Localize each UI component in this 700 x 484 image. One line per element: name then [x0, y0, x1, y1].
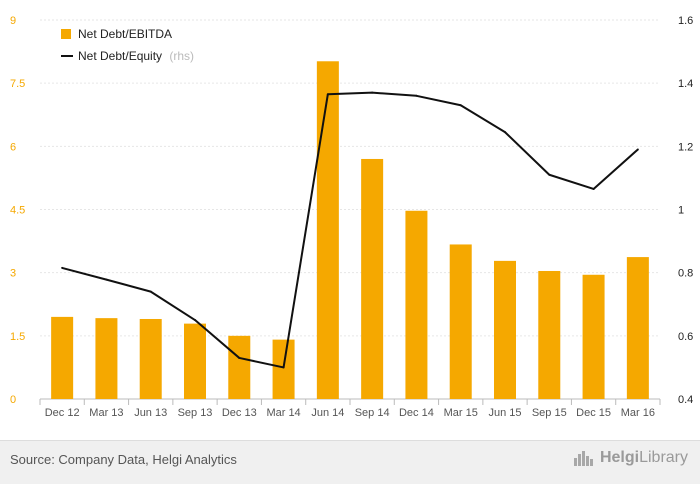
y-left-tick-label: 6 — [10, 141, 16, 153]
series-line-net-debt-equity — [61, 91, 639, 369]
y-right-tick-label: 0.8 — [678, 268, 693, 280]
bar — [626, 257, 649, 399]
line-point — [105, 278, 108, 281]
legend-label-net-debt-ebitda: Net Debt/EBITDA — [78, 27, 172, 41]
line-point — [415, 94, 418, 97]
x-tick-label: Dec 15 — [576, 407, 611, 419]
y-right-tick-label: 1.6 — [678, 15, 693, 27]
line-point — [61, 266, 64, 269]
x-tick-label: Sep 14 — [355, 407, 390, 419]
y-left-tick-label: 1.5 — [10, 331, 25, 343]
x-tick-label: Dec 14 — [399, 407, 434, 419]
legend-label-net-debt-equity: Net Debt/Equity (rhs) — [78, 49, 194, 63]
bar — [538, 270, 561, 399]
x-tick-label: Dec 13 — [222, 407, 257, 419]
x-tick-label: Sep 13 — [178, 407, 213, 419]
x-tick-label: Jun 14 — [311, 407, 344, 419]
line-point — [504, 131, 506, 134]
line-point — [194, 319, 196, 322]
line-point — [371, 91, 374, 94]
line-series — [61, 91, 639, 369]
y-right-tick-label: 0.6 — [678, 331, 693, 343]
line-point — [636, 148, 639, 151]
left-axis: 0 1.5 3 4.5 6 7.5 9 — [10, 15, 25, 406]
line-point — [592, 187, 595, 190]
bar — [361, 158, 384, 399]
x-tick-label: Mar 14 — [266, 407, 300, 419]
x-tick-label: Mar 13 — [89, 407, 123, 419]
bar — [228, 335, 251, 399]
bar — [582, 274, 605, 399]
bar — [95, 318, 118, 399]
legend-swatch-net-debt-ebitda — [61, 29, 71, 39]
x-tick-label: Jun 15 — [488, 407, 521, 419]
line-point — [282, 366, 285, 369]
y-left-tick-label: 7.5 — [10, 78, 25, 90]
bar — [51, 316, 74, 399]
right-axis: 0.4 0.6 0.8 1 1.2 1.4 1.6 — [678, 15, 693, 406]
x-tick-label: Jun 13 — [134, 407, 167, 419]
y-left-tick-label: 4.5 — [10, 205, 25, 217]
bar — [139, 318, 162, 399]
bar — [405, 210, 428, 399]
line-point — [326, 93, 329, 96]
x-tick-label: Mar 15 — [444, 407, 478, 419]
bar-series — [51, 61, 649, 399]
y-right-tick-label: 1 — [678, 205, 684, 217]
legend: Net Debt/EBITDA Net Debt/Equity (rhs) — [61, 27, 194, 63]
city-skyline-icon — [573, 451, 593, 466]
line-point — [459, 104, 462, 107]
chart: 0 1.5 3 4.5 6 7.5 9 0.4 0.6 0.8 1 1.2 1.4 1.6 Dec 12… — [10, 15, 693, 419]
y-right-tick-label: 1.4 — [678, 78, 693, 90]
line-point — [149, 290, 152, 293]
source-note: Source: Company Data, Helgi Analytics — [10, 452, 237, 467]
y-right-tick-label: 0.4 — [678, 394, 693, 406]
x-tick-label: Mar 16 — [621, 407, 655, 419]
legend-rhs-note: (rhs) — [169, 49, 194, 63]
legend-series-name: Net Debt/Equity — [78, 49, 162, 63]
bar — [272, 339, 295, 399]
line-point — [238, 356, 241, 359]
footer: Source: Company Data, Helgi Analytics He… — [0, 440, 700, 484]
bar — [184, 323, 206, 399]
y-left-tick-label: 9 — [10, 15, 16, 27]
x-tick-label: Sep 15 — [532, 407, 567, 419]
y-left-tick-label: 3 — [10, 268, 16, 280]
bar — [449, 244, 472, 399]
line-point — [548, 173, 551, 176]
x-axis: Dec 12 Mar 13 Jun 13 Sep 13 Dec 13 Mar 14 Jun … — [39, 399, 661, 419]
brand-name: HelgiLibrary — [599, 449, 688, 466]
bar — [316, 61, 339, 399]
gridlines — [40, 19, 660, 400]
y-left-tick-label: 0 — [10, 394, 16, 406]
y-right-tick-label: 1.2 — [678, 141, 693, 153]
bar — [494, 260, 516, 399]
brand-logo: HelgiLibrary — [573, 449, 688, 467]
x-tick-label: Dec 12 — [45, 407, 80, 419]
